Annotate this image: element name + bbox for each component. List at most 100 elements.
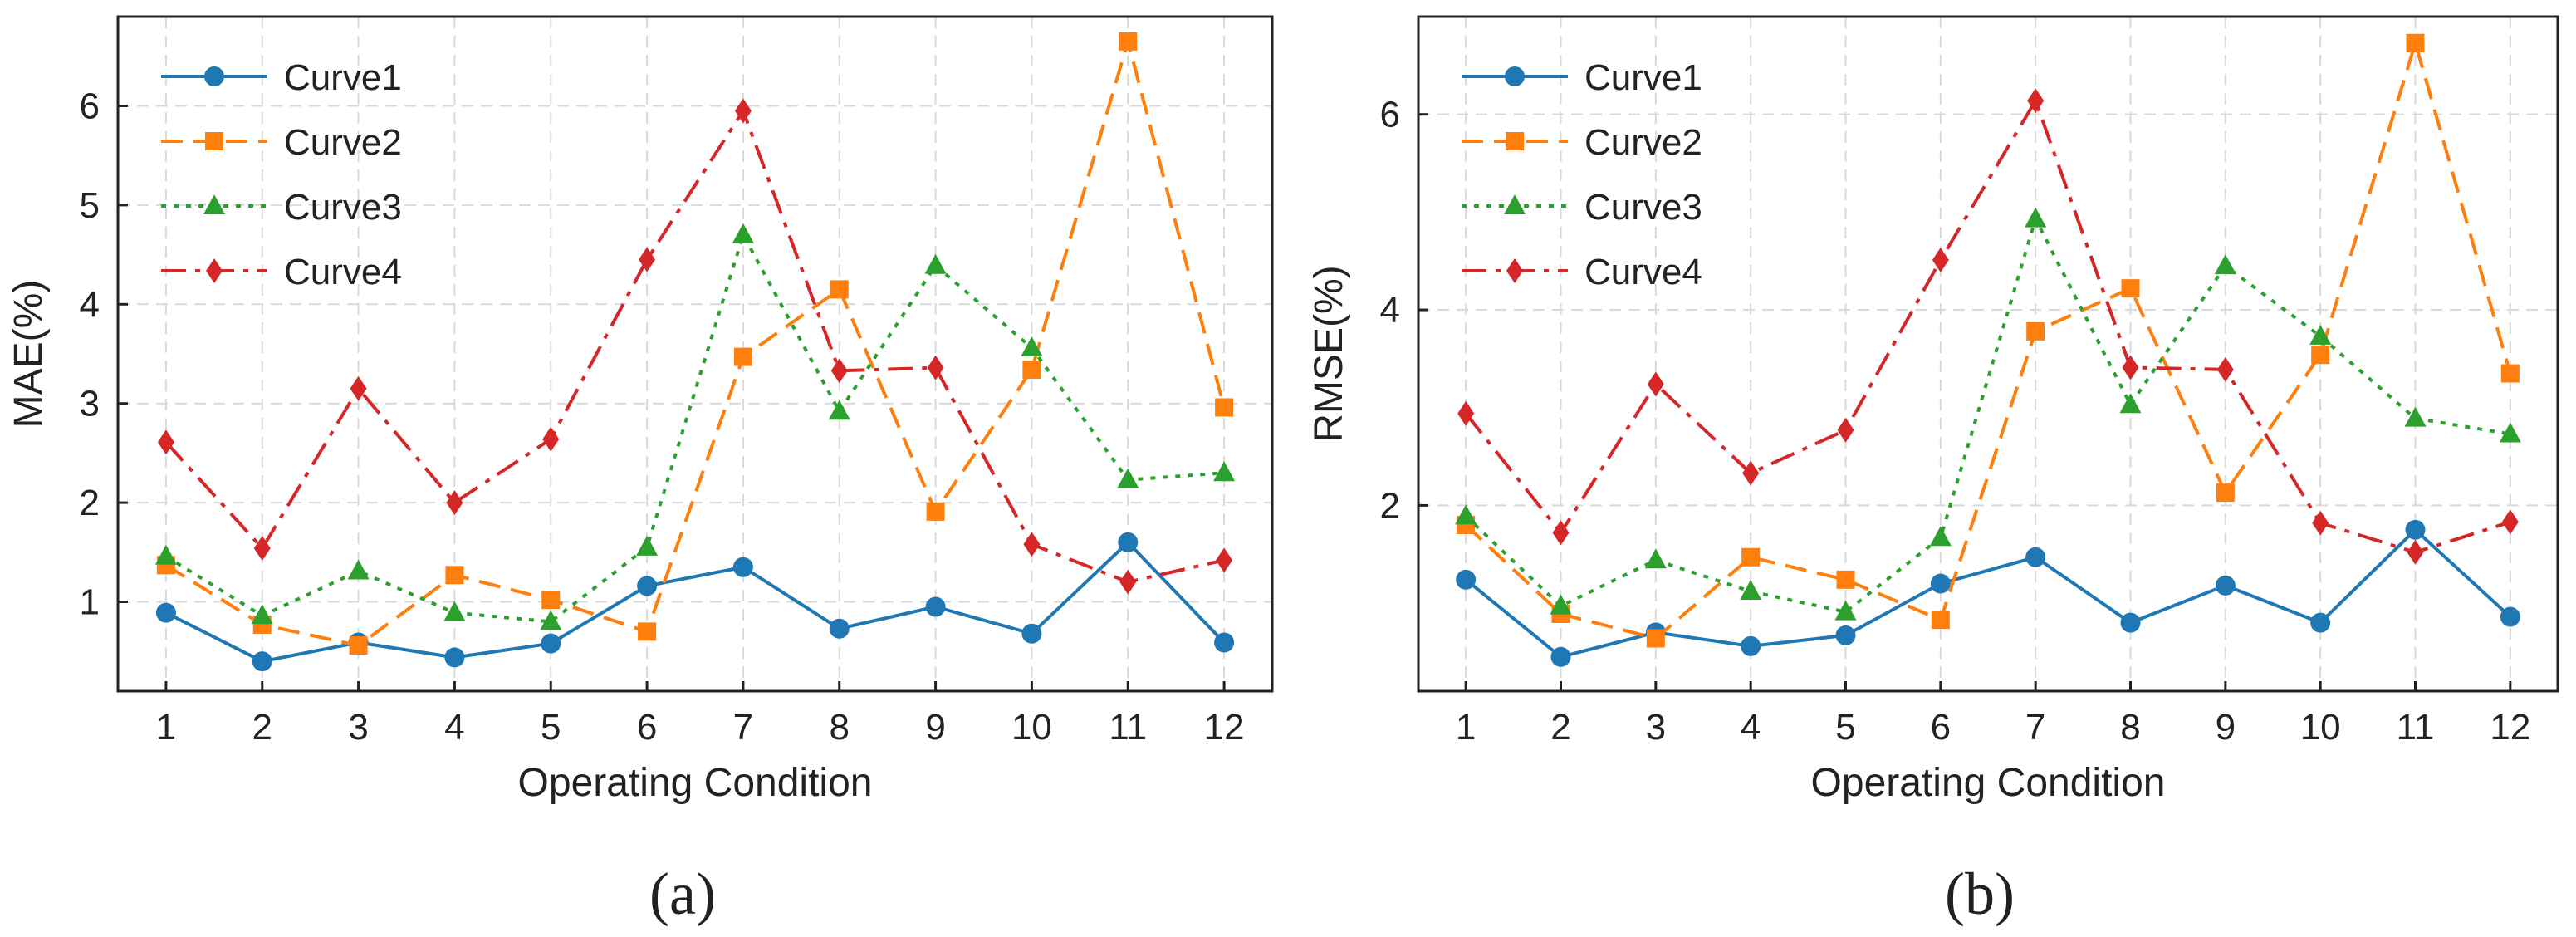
x-tick-label: 7 (733, 707, 753, 748)
data-point (1931, 611, 1950, 630)
legend-label: Curve2 (1584, 122, 1702, 163)
data-point (925, 596, 946, 617)
data-point (1930, 573, 1951, 594)
data-point (1119, 32, 1138, 51)
data-point (636, 535, 659, 556)
x-tick-label: 6 (637, 707, 657, 748)
series-line-curve3 (164, 233, 1225, 624)
data-point (2215, 575, 2236, 596)
x-tick-label: 4 (1741, 707, 1761, 748)
data-point (2310, 612, 2331, 633)
data-point (732, 223, 754, 243)
data-point (251, 604, 273, 625)
x-tick-label: 1 (1456, 707, 1476, 748)
data-point (1214, 632, 1235, 653)
data-point (1118, 532, 1139, 552)
panel-label: (b) (1945, 861, 2015, 927)
x-tick-label: 4 (444, 707, 464, 748)
x-tick-label: 11 (1109, 707, 1147, 748)
data-point (927, 355, 944, 380)
x-tick-label: 9 (2216, 707, 2236, 748)
legend-marker (203, 194, 225, 214)
data-point (2500, 606, 2520, 627)
legend-label: Curve2 (284, 122, 402, 163)
panel-label: (a) (649, 861, 716, 927)
data-point (829, 618, 850, 639)
series-line-curve1 (1464, 527, 2512, 659)
data-point (349, 636, 368, 655)
x-tick-label: 12 (2490, 707, 2530, 748)
data-point (2405, 519, 2426, 540)
data-point (2404, 406, 2427, 427)
x-tick-label: 5 (1835, 707, 1855, 748)
data-point (2499, 422, 2521, 443)
y-tick-label: 2 (1380, 485, 1400, 526)
y-tick-label: 2 (80, 483, 100, 523)
x-tick-label: 5 (541, 707, 561, 748)
data-point (924, 253, 947, 274)
data-point (639, 247, 656, 272)
legend: Curve1 Curve2 Curve3 Curve4 (161, 57, 402, 292)
data-point (253, 536, 271, 562)
data-point (541, 591, 561, 610)
data-point (2500, 364, 2520, 383)
data-point (2501, 509, 2519, 535)
data-point (2406, 33, 2425, 52)
x-tick-label: 12 (1204, 707, 1245, 748)
x-tick-label: 8 (2120, 707, 2140, 748)
series-curve1 (1456, 519, 2520, 667)
data-point (2025, 207, 2047, 228)
legend-label: Curve3 (284, 187, 402, 228)
data-point (1647, 371, 1664, 397)
series-curve3 (1455, 207, 2521, 621)
y-tick-label: 3 (80, 384, 100, 424)
data-point (444, 647, 465, 668)
x-tick-label: 11 (2397, 707, 2435, 748)
data-point (350, 375, 367, 401)
grid (1418, 17, 2558, 691)
x-tick-label: 3 (348, 707, 368, 748)
plot-frame (116, 15, 1274, 693)
data-point (1550, 646, 1571, 667)
data-point (637, 576, 658, 596)
y-tick-label: 1 (80, 582, 100, 623)
x-axis-label: Operating Condition (518, 761, 873, 805)
legend-marker (1506, 258, 1523, 283)
data-point (2121, 279, 2140, 298)
data-point (1021, 336, 1043, 356)
legend-marker (205, 132, 223, 150)
x-tick-label: 3 (1646, 707, 1666, 748)
series-line-curve4 (1464, 99, 2511, 554)
x-tick-label: 2 (252, 707, 272, 748)
x-tick-label: 8 (830, 707, 850, 748)
data-point (733, 347, 752, 366)
data-point (1741, 635, 1761, 656)
data-point (828, 400, 850, 420)
legend-marker (1504, 194, 1526, 214)
data-point (1742, 460, 1760, 486)
x-tick-label: 7 (2025, 707, 2045, 748)
data-point (1836, 570, 1855, 589)
y-tick-label: 4 (80, 284, 100, 325)
x-tick-label: 10 (2300, 707, 2341, 748)
y-axis-label: RMSE(%) (1307, 265, 1351, 442)
legend-marker (204, 66, 224, 86)
data-point (1455, 504, 1477, 525)
series-curve3 (154, 223, 1236, 630)
data-point (1740, 579, 1762, 600)
data-point (2216, 483, 2235, 503)
data-point (443, 601, 466, 621)
series-curve2 (1457, 33, 2520, 648)
data-point (155, 602, 176, 623)
data-point (638, 622, 657, 641)
data-point (2120, 612, 2141, 633)
x-tick-label: 1 (156, 707, 176, 748)
data-point (446, 490, 463, 516)
y-tick-label: 4 (1380, 290, 1400, 331)
y-tick-label: 5 (80, 185, 100, 226)
data-point (1929, 526, 1952, 547)
x-tick-label: 9 (925, 707, 945, 748)
data-point (1837, 417, 1854, 443)
data-point (157, 429, 174, 455)
